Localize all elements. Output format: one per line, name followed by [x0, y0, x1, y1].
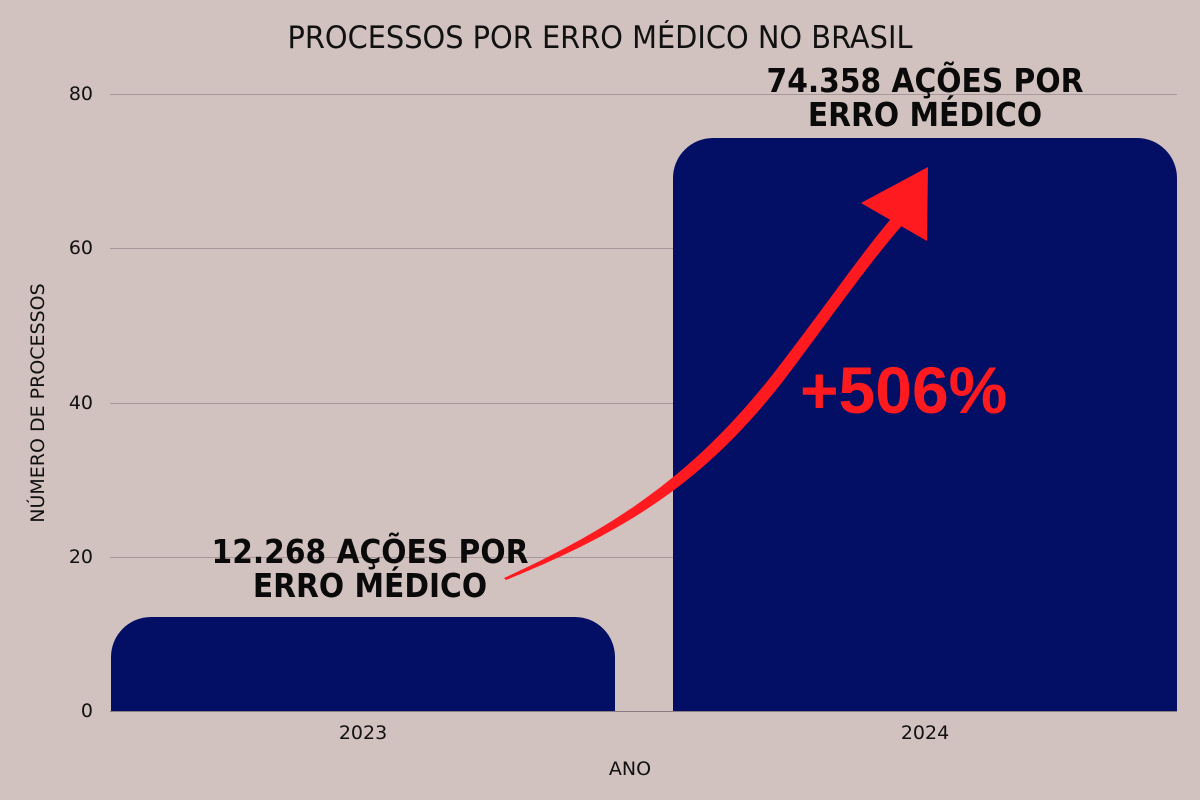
annotation-2023-line1: 12.268 AÇÕES POR	[211, 532, 529, 571]
gridline-40	[110, 403, 1177, 404]
bar-2023	[111, 617, 615, 711]
annotation-2024: 74.358 AÇÕES POR ERRO MÉDICO	[736, 64, 1114, 132]
gridline-20	[110, 557, 1177, 558]
chart-title: PROCESSOS POR ERRO MÉDICO NO BRASIL	[287, 20, 913, 56]
annotation-2023-line2: ERRO MÉDICO	[252, 566, 488, 605]
gridline-60	[110, 248, 1177, 249]
gridline-80	[110, 94, 1177, 95]
y-tick-40: 40	[68, 392, 93, 414]
annotation-2023: 12.268 AÇÕES POR ERRO MÉDICO	[181, 535, 559, 603]
x-axis-label: ANO	[608, 758, 652, 780]
percent-increase-label: +506%	[800, 353, 1008, 427]
x-axis-line	[110, 711, 1177, 712]
y-tick-80: 80	[68, 83, 93, 105]
y-tick-60: 60	[68, 237, 93, 259]
y-tick-20: 20	[68, 546, 93, 568]
x-tick-2023: 2023	[338, 722, 388, 744]
annotation-2024-line2: ERRO MÉDICO	[807, 95, 1043, 134]
annotation-2024-line1: 74.358 AÇÕES POR	[766, 61, 1084, 100]
x-tick-2024: 2024	[900, 722, 950, 744]
y-tick-0: 0	[80, 700, 93, 722]
